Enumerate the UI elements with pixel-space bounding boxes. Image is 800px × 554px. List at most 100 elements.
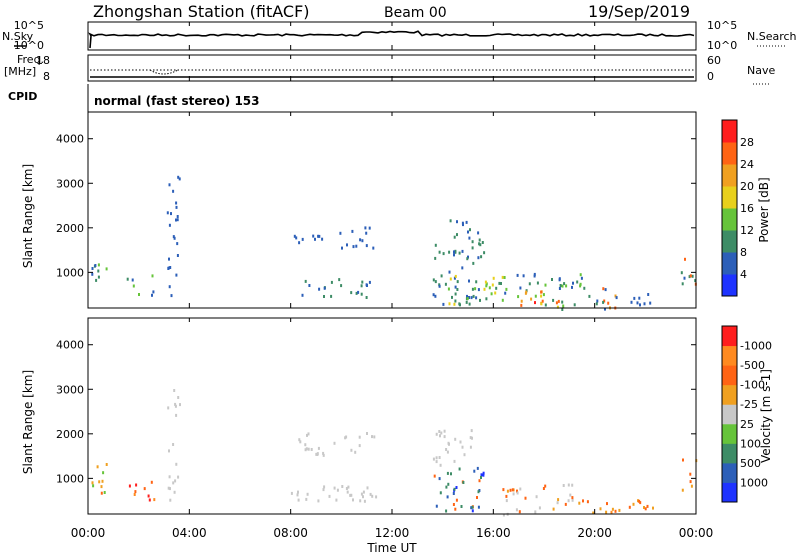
data-cell: [579, 284, 582, 288]
data-cell: [689, 274, 692, 278]
x-tick-label: 04:00: [172, 526, 207, 540]
data-cell: [453, 459, 456, 463]
data-cell: [360, 284, 363, 288]
data-cell: [448, 302, 451, 306]
data-cell: [435, 460, 438, 464]
data-cell: [458, 251, 461, 255]
data-cell: [335, 498, 338, 502]
data-cell: [100, 485, 103, 489]
data-cell: [101, 479, 104, 483]
data-cell: [297, 490, 299, 494]
data-cell: [478, 242, 481, 246]
data-cell: [479, 243, 482, 247]
colorbar-tick-label: 8: [740, 246, 747, 259]
data-cell: [359, 238, 362, 242]
data-cell: [345, 487, 348, 490]
data-cell: [571, 285, 573, 289]
data-cell: [352, 245, 355, 249]
data-cell: [100, 491, 103, 495]
data-cell: [602, 300, 605, 304]
data-cell: [448, 270, 451, 274]
data-cell: [524, 496, 527, 500]
power-colorbar: 4 8 12 16 20 24 28: [721, 119, 754, 297]
data-cell: [533, 272, 536, 276]
colorbar-swatch: [722, 462, 737, 483]
data-cell: [131, 278, 134, 282]
data-cell: [323, 485, 326, 489]
data-cell: [350, 493, 353, 497]
data-cell: [611, 507, 614, 511]
colorbar-swatch: [722, 186, 737, 209]
data-cell: [306, 492, 309, 496]
data-cell: [533, 274, 536, 278]
data-cell: [440, 431, 443, 435]
data-cell: [175, 218, 177, 222]
data-cell: [512, 492, 515, 496]
data-cell: [500, 282, 502, 285]
data-cell: [540, 294, 543, 298]
power-heatmap: [91, 175, 697, 311]
colorbar-swatch: [722, 443, 737, 464]
data-cell: [168, 475, 171, 479]
data-cell: [301, 237, 304, 241]
data-cell: [446, 471, 449, 475]
data-cell: [439, 463, 442, 467]
data-cell: [176, 242, 179, 246]
data-cell: [170, 294, 173, 298]
data-cell: [681, 282, 684, 286]
data-cell: [167, 266, 170, 270]
data-cell: [567, 483, 570, 487]
data-cell: [359, 499, 362, 503]
colorbar-tick-label: 1000: [740, 476, 768, 489]
data-cell: [447, 441, 450, 445]
data-cell: [452, 503, 455, 506]
colorbar-swatch: [722, 384, 737, 405]
data-cell: [556, 305, 559, 309]
data-cell: [680, 271, 683, 275]
data-cell: [469, 445, 472, 449]
data-cell: [630, 300, 633, 304]
nsearch-label: N.Search: [747, 30, 797, 43]
data-cell: [483, 287, 486, 291]
data-cell: [559, 284, 562, 287]
data-cell: [515, 508, 518, 512]
data-cell: [328, 494, 331, 498]
colorbar-swatch: [722, 274, 737, 297]
data-cell: [432, 457, 435, 461]
data-cell: [552, 298, 555, 302]
cpid-label: CPID: [8, 90, 37, 103]
data-cell: [443, 435, 446, 439]
data-cell: [503, 276, 506, 279]
data-cell: [607, 301, 610, 305]
data-cell: [432, 293, 435, 297]
data-cell: [684, 257, 686, 261]
colorbar-tick-label: 16: [740, 202, 754, 215]
data-cell: [167, 486, 170, 490]
data-cell: [166, 211, 169, 215]
data-cell: [96, 465, 99, 469]
data-cell: [604, 307, 606, 311]
data-cell: [511, 488, 514, 492]
data-cell: [567, 499, 570, 503]
power-colorbar-label: Power [dB]: [757, 177, 771, 242]
data-cell: [461, 249, 464, 253]
data-cell: [459, 303, 461, 307]
beam-label: Beam 00: [384, 5, 447, 21]
data-cell: [358, 435, 361, 439]
data-cell: [544, 283, 547, 287]
data-cell: [528, 282, 531, 286]
data-cell: [481, 241, 484, 244]
data-cell: [97, 263, 100, 267]
data-cell: [458, 467, 461, 471]
data-cell: [307, 432, 310, 436]
data-cell: [372, 246, 375, 250]
data-cell: [454, 250, 457, 254]
data-cell: [473, 469, 476, 473]
data-cell: [330, 294, 333, 298]
data-cell: [689, 480, 692, 484]
data-cell: [128, 484, 131, 488]
velocity-panel-frame: [87, 317, 697, 515]
cpid-text: normal (fast stereo) 153: [94, 94, 260, 108]
power-panel-frame: [87, 111, 697, 309]
data-cell: [435, 432, 438, 436]
